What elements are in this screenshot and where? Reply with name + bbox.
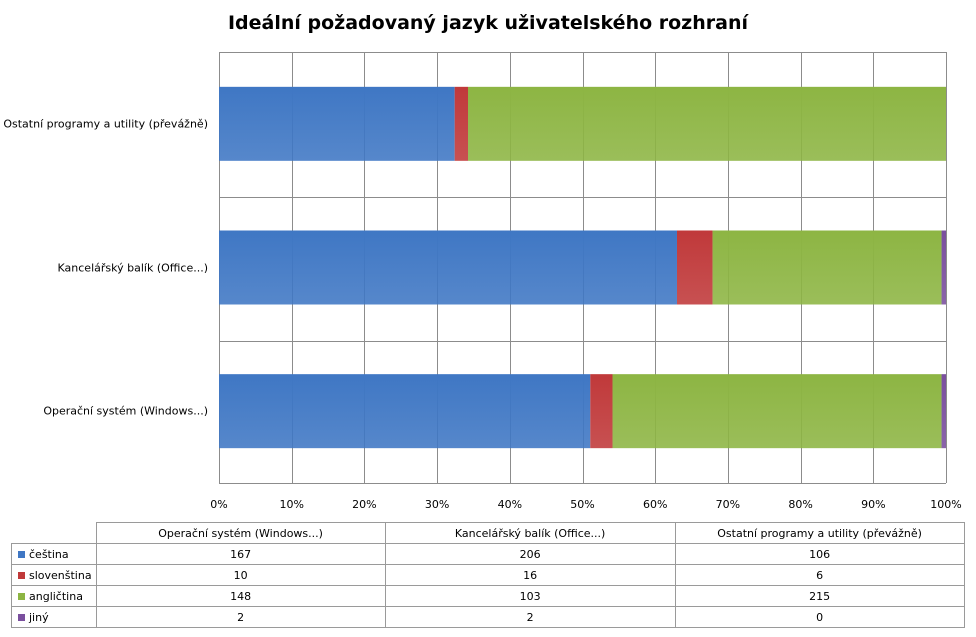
x-tick-label-8: 80%: [788, 498, 813, 511]
table-cell-1-2: 6: [674, 564, 965, 586]
x-tick-label-3: 30%: [424, 498, 450, 511]
x-tick-label-4: 40%: [497, 498, 523, 511]
category-label-0: Operační systém (Windows...): [43, 404, 208, 418]
bar-0-3: [941, 374, 946, 449]
table-cell-0-0: 167: [95, 543, 386, 565]
legend-entry-2: angličtina: [11, 585, 97, 607]
table-cell-0-2: 106: [674, 543, 965, 565]
x-tick-label-2: 20%: [352, 498, 377, 511]
legend-entry-3: jiný: [11, 606, 97, 628]
category-label-2: Ostatní programy a utility (převážně): [3, 117, 208, 131]
bar-2-1: [454, 86, 469, 161]
bar-1-1: [676, 230, 713, 305]
bar-0-0: [219, 374, 591, 449]
table-row: angličtina 148 103 215: [11, 585, 965, 607]
bar-1-2: [712, 230, 942, 305]
bar-0-1: [590, 374, 613, 449]
table-cell-0-1: 206: [384, 543, 676, 565]
bar-1-3: [941, 230, 946, 305]
legend-swatch-2: [18, 593, 25, 600]
table-row: jiný 2 2 0: [11, 606, 965, 628]
table-cell-1-1: 16: [384, 564, 676, 586]
legend-label-0: čeština: [29, 547, 69, 561]
legend-label-3: jiný: [29, 610, 49, 624]
bar-2-0: [219, 86, 455, 161]
legend-label-1: slovenština: [29, 568, 92, 582]
legend-swatch-1: [18, 572, 25, 579]
bar-2-2: [468, 86, 946, 161]
x-tick-label-9: 90%: [861, 498, 886, 511]
x-tick-label-0: 0%: [210, 498, 228, 511]
x-tick-label-5: 50%: [570, 498, 595, 511]
legend-entry-1: slovenština: [11, 564, 97, 586]
table-header-office: Kancelářský balík (Office...): [384, 522, 676, 544]
table-cell-1-0: 10: [95, 564, 386, 586]
table-row: slovenština 10 16 6: [11, 564, 965, 586]
table-cell-3-0: 2: [95, 606, 386, 628]
table-corner: [11, 522, 97, 544]
legend-label-2: angličtina: [29, 589, 83, 603]
table-cell-2-1: 103: [384, 585, 676, 607]
legend-swatch-0: [18, 551, 25, 558]
category-label-1: Kancelářský balík (Office...): [57, 261, 208, 274]
legend-swatch-3: [18, 614, 25, 621]
bar-0-2: [612, 374, 942, 449]
chart-plot: [219, 52, 947, 484]
chart-title: Ideální požadovaný jazyk uživatelského r…: [227, 12, 749, 34]
table-row: čeština 167 206 106: [11, 543, 965, 565]
table-header-other: Ostatní programy a utility (převážně): [674, 522, 965, 544]
data-table-header-row: Operační systém (Windows...) Kancelářský…: [11, 522, 965, 544]
data-table: Operační systém (Windows...) Kancelářský…: [11, 522, 965, 628]
x-tick-label-7: 70%: [715, 498, 741, 511]
legend-entry-0: čeština: [11, 543, 97, 565]
bar-1-0: [219, 230, 677, 305]
table-cell-3-1: 2: [384, 606, 676, 628]
table-header-os: Operační systém (Windows...): [95, 522, 386, 544]
table-cell-2-0: 148: [95, 585, 386, 607]
table-cell-3-2: 0: [674, 606, 965, 628]
x-tick-label-1: 10%: [279, 498, 304, 511]
x-tick-label-6: 60%: [642, 498, 668, 511]
table-cell-2-2: 215: [674, 585, 965, 607]
x-tick-label-10: 100%: [930, 498, 962, 511]
